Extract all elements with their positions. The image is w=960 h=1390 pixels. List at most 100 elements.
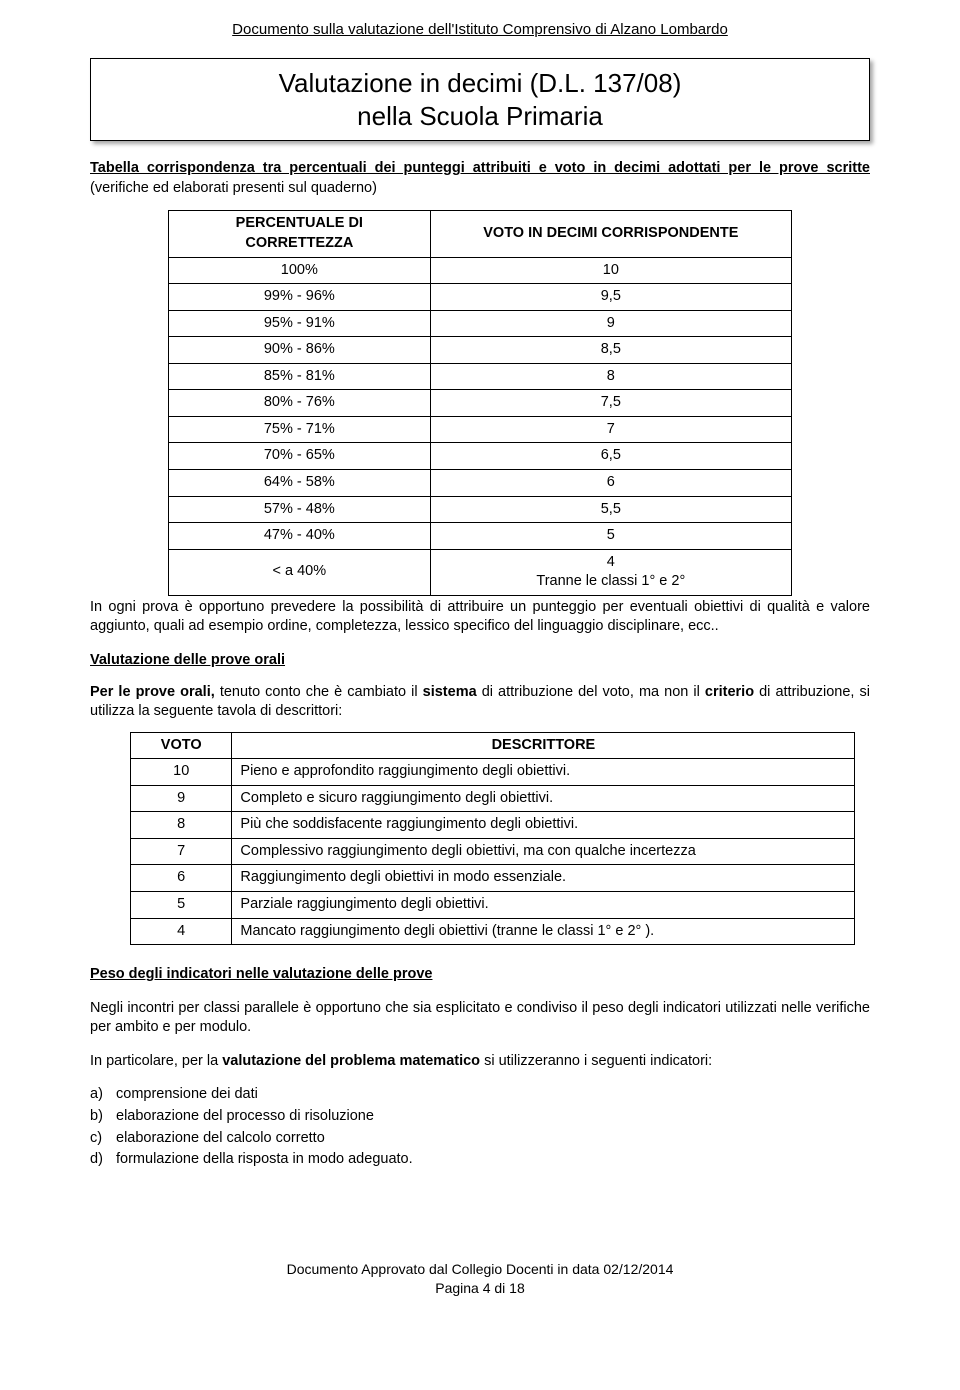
page-footer: Documento Approvato dal Collegio Docenti… bbox=[90, 1260, 870, 1298]
intro-paragraph: Tabella corrispondenza tra percentuali d… bbox=[90, 159, 870, 198]
pct-cell: < a 40% bbox=[169, 549, 431, 595]
pct-cell: 57% - 48% bbox=[169, 496, 431, 523]
table-row: 5Parziale raggiungimento degli obiettivi… bbox=[131, 892, 855, 919]
table-row: 99% - 96%9,5 bbox=[169, 284, 792, 311]
title-line-1: Valutazione in decimi (D.L. 137/08) bbox=[279, 68, 682, 98]
list-marker: b) bbox=[90, 1107, 116, 1127]
voto-cell: 8,5 bbox=[430, 337, 791, 364]
intro-suffix: (verifiche ed elaborati presenti sul qua… bbox=[90, 180, 377, 196]
peso-para2: In particolare, per la valutazione del p… bbox=[90, 1052, 870, 1072]
descriptor-cell: Complessivo raggiungimento degli obietti… bbox=[232, 838, 855, 865]
table-row: < a 40%4Tranne le classi 1° e 2° bbox=[169, 549, 792, 595]
pct-cell: 47% - 40% bbox=[169, 523, 431, 550]
list-marker: c) bbox=[90, 1129, 116, 1149]
descriptor-cell: Più che soddisfacente raggiungimento deg… bbox=[232, 812, 855, 839]
peso-para2-prefix: In particolare, per la bbox=[90, 1053, 222, 1069]
indicator-list: a)comprensione dei datib)elaborazione de… bbox=[90, 1085, 870, 1169]
descriptor-cell: Raggiungimento degli obiettivi in modo e… bbox=[232, 865, 855, 892]
voto-cell: 5 bbox=[131, 892, 232, 919]
table2-header-voto: VOTO bbox=[131, 732, 232, 759]
table-row: 6Raggiungimento degli obiettivi in modo … bbox=[131, 865, 855, 892]
table-row: 75% - 71%7 bbox=[169, 416, 792, 443]
list-marker: d) bbox=[90, 1150, 116, 1170]
pct-cell: 85% - 81% bbox=[169, 363, 431, 390]
voto-cell: 6 bbox=[430, 470, 791, 497]
table-row: 9Completo e sicuro raggiungimento degli … bbox=[131, 785, 855, 812]
list-text: elaborazione del processo di risoluzione bbox=[116, 1108, 374, 1124]
descriptor-cell: Mancato raggiungimento degli obiettivi (… bbox=[232, 918, 855, 945]
pct-cell: 99% - 96% bbox=[169, 284, 431, 311]
oral-intro-bold3: criterio bbox=[705, 684, 754, 700]
descriptor-cell: Pieno e approfondito raggiungimento degl… bbox=[232, 759, 855, 786]
voto-cell: 5,5 bbox=[430, 496, 791, 523]
voto-cell: 6 bbox=[131, 865, 232, 892]
table-row: 7Complessivo raggiungimento degli obiett… bbox=[131, 838, 855, 865]
table1-header-voto: VOTO IN DECIMI CORRISPONDENTE bbox=[430, 211, 791, 257]
table-row: 64% - 58%6 bbox=[169, 470, 792, 497]
oral-intro-bold1: Per le prove orali, bbox=[90, 684, 215, 700]
peso-para2-bold: valutazione del problema matematico bbox=[222, 1053, 480, 1069]
table2-header-desc: DESCRITTORE bbox=[232, 732, 855, 759]
voto-cell: 10 bbox=[131, 759, 232, 786]
voto-cell: 9 bbox=[131, 785, 232, 812]
descriptor-cell: Completo e sicuro raggiungimento degli o… bbox=[232, 785, 855, 812]
table-row: 85% - 81%8 bbox=[169, 363, 792, 390]
voto-cell: 9,5 bbox=[430, 284, 791, 311]
peso-heading: Peso degli indicatori nelle valutazione … bbox=[90, 965, 870, 985]
list-item: a)comprensione dei dati bbox=[90, 1085, 870, 1105]
pct-cell: 95% - 91% bbox=[169, 310, 431, 337]
voto-cell: 4 bbox=[131, 918, 232, 945]
table-row: 100%10 bbox=[169, 257, 792, 284]
voto-cell: 7 bbox=[430, 416, 791, 443]
table-row: 70% - 65%6,5 bbox=[169, 443, 792, 470]
percentage-grade-table: PERCENTUALE DICORRETTEZZAVOTO IN DECIMI … bbox=[168, 210, 792, 595]
document-header: Documento sulla valutazione dell'Istitut… bbox=[90, 20, 870, 40]
pct-cell: 80% - 76% bbox=[169, 390, 431, 417]
list-item: c)elaborazione del calcolo corretto bbox=[90, 1129, 870, 1149]
voto-cell: 6,5 bbox=[430, 443, 791, 470]
list-marker: a) bbox=[90, 1085, 116, 1105]
voto-cell: 7 bbox=[131, 838, 232, 865]
list-text: elaborazione del calcolo corretto bbox=[116, 1130, 325, 1146]
title-line-2: nella Scuola Primaria bbox=[357, 101, 603, 131]
list-text: comprensione dei dati bbox=[116, 1086, 258, 1102]
title-box: Valutazione in decimi (D.L. 137/08) nell… bbox=[90, 58, 870, 141]
descriptor-cell: Parziale raggiungimento degli obiettivi. bbox=[232, 892, 855, 919]
list-text: formulazione della risposta in modo adeg… bbox=[116, 1151, 413, 1167]
page-container: Documento sulla valutazione dell'Istitut… bbox=[0, 0, 960, 1327]
footer-line2: Pagina 4 di 18 bbox=[435, 1280, 525, 1296]
oral-intro-mid2: di attribuzione del voto, ma non il bbox=[477, 684, 705, 700]
table-row: 47% - 40%5 bbox=[169, 523, 792, 550]
voto-cell: 8 bbox=[430, 363, 791, 390]
oral-intro-mid1: tenuto conto che è cambiato il bbox=[215, 684, 423, 700]
table1-header-pct: PERCENTUALE DICORRETTEZZA bbox=[169, 211, 431, 257]
pct-cell: 70% - 65% bbox=[169, 443, 431, 470]
voto-cell: 5 bbox=[430, 523, 791, 550]
intro-underlined: Tabella corrispondenza tra percentuali d… bbox=[90, 160, 870, 176]
table-row: 57% - 48%5,5 bbox=[169, 496, 792, 523]
pct-cell: 75% - 71% bbox=[169, 416, 431, 443]
voto-cell: 9 bbox=[430, 310, 791, 337]
voto-cell: 8 bbox=[131, 812, 232, 839]
footer-line1: Documento Approvato dal Collegio Docenti… bbox=[287, 1261, 674, 1277]
main-title: Valutazione in decimi (D.L. 137/08) nell… bbox=[103, 67, 857, 132]
table-row: 95% - 91%9 bbox=[169, 310, 792, 337]
table-row: 10Pieno e approfondito raggiungimento de… bbox=[131, 759, 855, 786]
oral-intro-bold2: sistema bbox=[423, 684, 477, 700]
table-row: 90% - 86%8,5 bbox=[169, 337, 792, 364]
oral-intro: Per le prove orali, tenuto conto che è c… bbox=[90, 683, 870, 722]
table-row: 8Più che soddisfacente raggiungimento de… bbox=[131, 812, 855, 839]
voto-cell: 4Tranne le classi 1° e 2° bbox=[430, 549, 791, 595]
voto-cell: 7,5 bbox=[430, 390, 791, 417]
list-item: d)formulazione della risposta in modo ad… bbox=[90, 1150, 870, 1170]
pct-cell: 100% bbox=[169, 257, 431, 284]
oral-descriptor-table: VOTODESCRITTORE10Pieno e approfondito ra… bbox=[130, 732, 855, 946]
pct-cell: 64% - 58% bbox=[169, 470, 431, 497]
voto-cell: 10 bbox=[430, 257, 791, 284]
peso-para2-suffix: si utilizzeranno i seguenti indicatori: bbox=[480, 1053, 712, 1069]
oral-heading: Valutazione delle prove orali bbox=[90, 651, 870, 671]
peso-para1: Negli incontri per classi parallele è op… bbox=[90, 999, 870, 1038]
table-row: 80% - 76%7,5 bbox=[169, 390, 792, 417]
table-row: 4Mancato raggiungimento degli obiettivi … bbox=[131, 918, 855, 945]
list-item: b)elaborazione del processo di risoluzio… bbox=[90, 1107, 870, 1127]
